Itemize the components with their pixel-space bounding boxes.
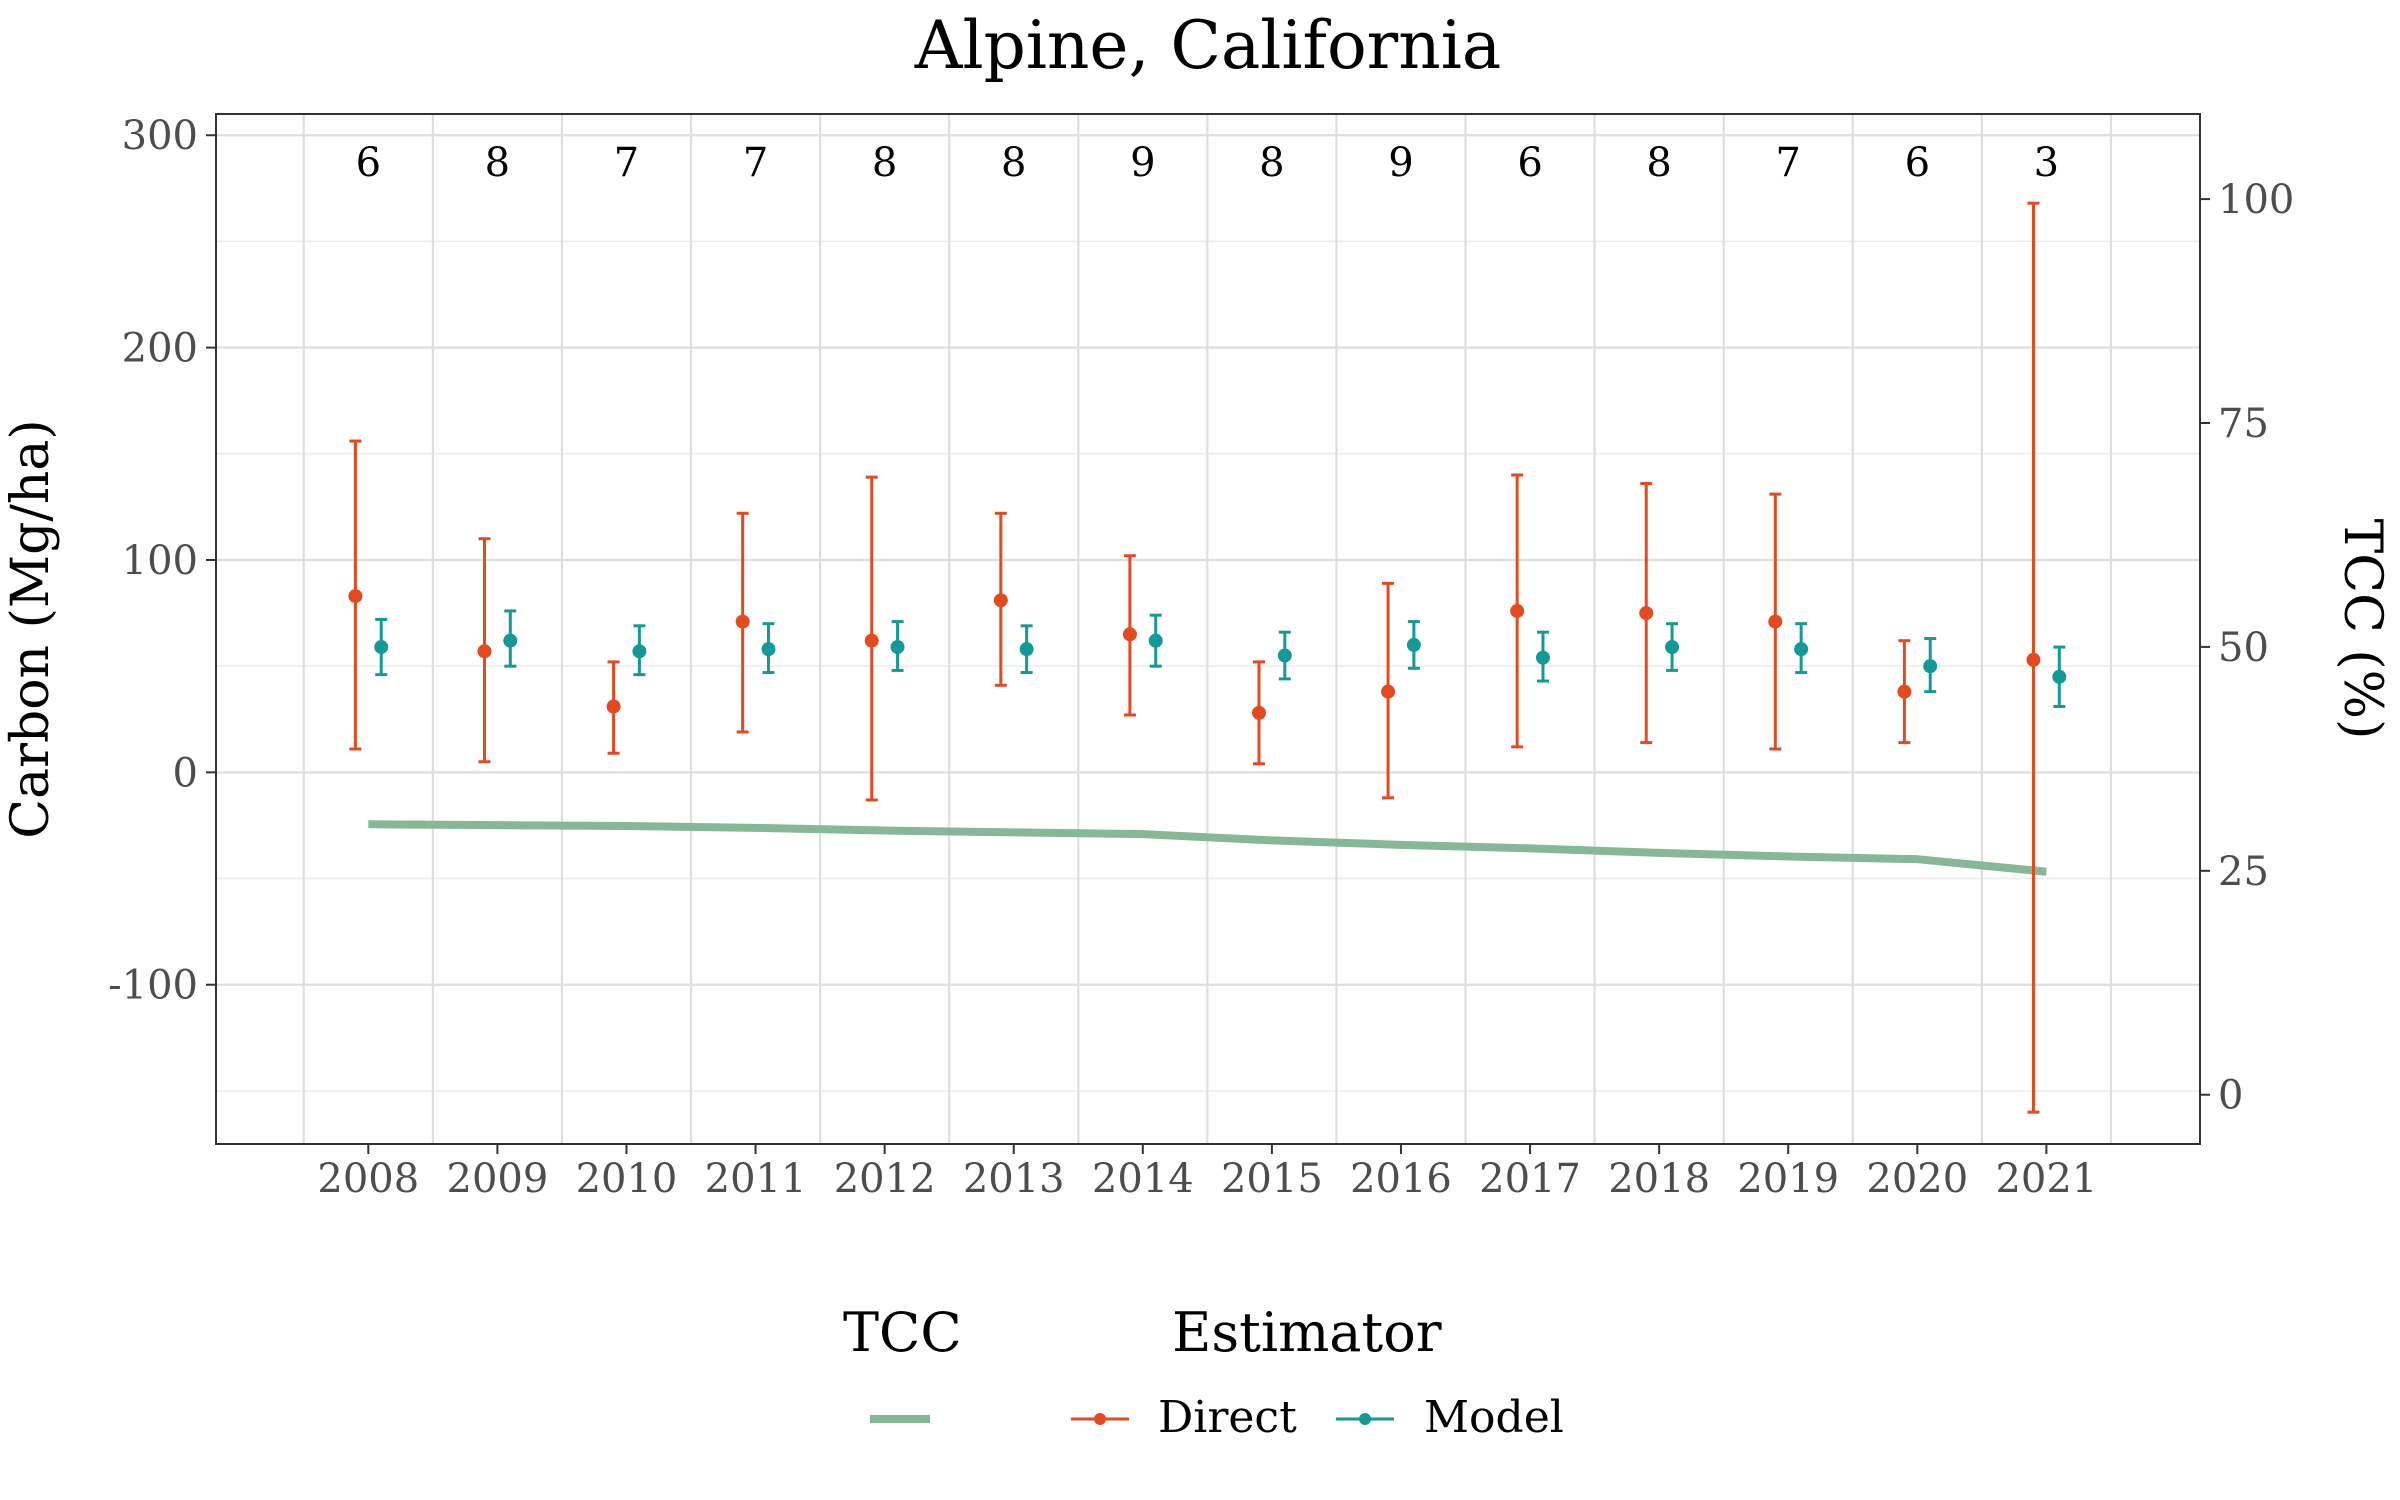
- x-tick-label: 2018: [1608, 1156, 1710, 1202]
- x-tick-label: 2017: [1479, 1156, 1581, 1202]
- y-tick-label: 0: [173, 750, 198, 796]
- legend: TCC Estimator Direct Model: [843, 1301, 1564, 1443]
- y-axis-title: Carbon (Mg/ha): [1, 419, 61, 838]
- model-point: [1923, 659, 1938, 674]
- direct-point: [1381, 684, 1396, 699]
- x-tick-label: 2010: [576, 1156, 678, 1202]
- legend-label-direct: Direct: [1158, 1392, 1297, 1443]
- direct-point: [1510, 603, 1525, 618]
- direct-point: [993, 593, 1008, 608]
- sample-count-label: 6: [1905, 140, 1930, 186]
- sample-count-label: 8: [872, 140, 897, 186]
- direct-point: [2026, 652, 2041, 667]
- direct-point: [1251, 705, 1266, 720]
- sample-count-label: 6: [356, 140, 381, 186]
- sample-count-label: 7: [743, 140, 768, 186]
- sample-counts: 6 8 7 7 8 8 9 8 9 6 8 7 6 3: [356, 140, 2060, 186]
- model-point: [1794, 642, 1809, 657]
- tcc-line: [368, 820, 2047, 876]
- model-point: [1535, 650, 1550, 665]
- direct-point: [477, 644, 492, 659]
- sample-count-label: 3: [2034, 140, 2059, 186]
- sample-count-label: 9: [1388, 140, 1413, 186]
- model-point: [503, 633, 518, 648]
- y-axis-right: 0 25 50 75 100: [2200, 177, 2294, 1119]
- x-axis: 2008 2009 2010 2011 2012 2013 2014 2015 2016 2017…: [317, 1144, 2097, 1202]
- legend-key-model-point: [1359, 1413, 1371, 1425]
- x-tick-label: 2009: [447, 1156, 549, 1202]
- y2-tick-label: 75: [2218, 401, 2269, 447]
- legend-title-estimator: Estimator: [1172, 1301, 1442, 1364]
- model-point: [1665, 640, 1680, 655]
- direct-point: [606, 699, 621, 714]
- model-point: [1148, 633, 1163, 648]
- y-tick-label: 200: [122, 326, 198, 372]
- y2-tick-label: 0: [2218, 1073, 2243, 1119]
- x-tick-label: 2013: [963, 1156, 1065, 1202]
- model-point: [1277, 648, 1292, 663]
- model-point: [374, 640, 389, 655]
- y-tick-label: 300: [122, 113, 198, 159]
- legend-title-tcc: TCC: [843, 1301, 962, 1364]
- sample-count-label: 8: [1001, 140, 1026, 186]
- y-tick-label: 100: [122, 538, 198, 584]
- sample-count-label: 9: [1130, 140, 1155, 186]
- direct-point: [348, 589, 363, 604]
- sample-count-label: 7: [1775, 140, 1800, 186]
- model-point: [2052, 669, 2067, 684]
- y2-axis-title: TCC (%): [2332, 519, 2392, 740]
- y2-tick-label: 100: [2218, 177, 2294, 223]
- x-tick-label: 2011: [705, 1156, 807, 1202]
- y2-tick-label: 25: [2218, 849, 2269, 895]
- direct-point: [1639, 606, 1654, 621]
- y2-tick-label: 50: [2218, 625, 2269, 671]
- direct-point: [864, 633, 879, 648]
- model-point: [761, 642, 776, 657]
- direct-point: [1897, 684, 1912, 699]
- x-tick-label: 2015: [1221, 1156, 1323, 1202]
- sample-count-label: 6: [1517, 140, 1542, 186]
- model-point: [1019, 642, 1034, 657]
- chart-title: Alpine, California: [914, 7, 1501, 84]
- x-tick-label: 2014: [1092, 1156, 1194, 1202]
- direct-point: [1122, 627, 1137, 642]
- direct-point: [1768, 614, 1783, 629]
- direct-point: [735, 614, 750, 629]
- x-tick-label: 2021: [1995, 1156, 2097, 1202]
- legend-key-direct-point: [1094, 1413, 1106, 1425]
- sample-count-label: 7: [614, 140, 639, 186]
- series-layer: [348, 201, 2067, 1114]
- y-tick-label: -100: [108, 963, 198, 1009]
- sample-count-label: 8: [1646, 140, 1671, 186]
- legend-label-model: Model: [1424, 1392, 1564, 1443]
- model-point: [632, 644, 647, 659]
- sample-count-label: 8: [1259, 140, 1284, 186]
- x-tick-label: 2016: [1350, 1156, 1452, 1202]
- model-point: [1406, 637, 1421, 652]
- x-tick-label: 2019: [1737, 1156, 1839, 1202]
- x-tick-label: 2008: [317, 1156, 419, 1202]
- sample-count-label: 8: [485, 140, 510, 186]
- y-axis-left: -100 0 100 200 300: [108, 113, 216, 1009]
- plot-panel-border: [215, 113, 2201, 1145]
- model-point: [890, 640, 905, 655]
- x-tick-label: 2012: [834, 1156, 936, 1202]
- x-tick-label: 2020: [1866, 1156, 1968, 1202]
- grid: [216, 114, 2200, 1144]
